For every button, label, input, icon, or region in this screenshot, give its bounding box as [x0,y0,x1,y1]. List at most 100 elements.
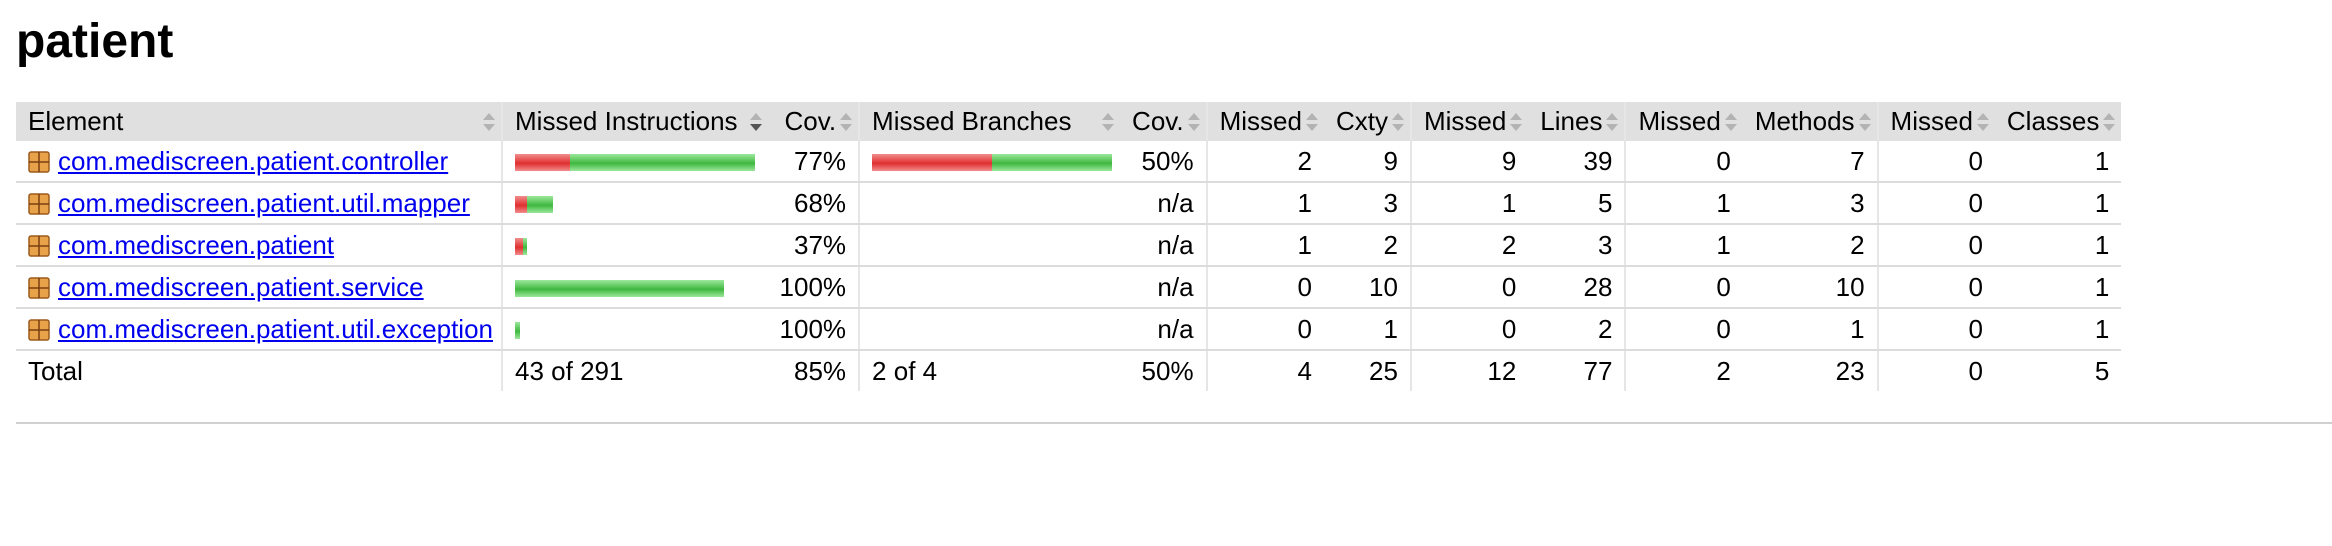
col-header-label: Methods [1754,106,1855,136]
header-row: Element Missed Instructions Cov. Missed … [16,102,2122,141]
col-header-methods[interactable]: Methods [1742,102,1878,141]
col-header-label: Missed [1890,106,1973,136]
table-row: com.mediscreen.patient.util.mapper 68% n/a… [16,182,2122,225]
col-header-missed-instructions[interactable]: Missed Instructions [501,102,768,141]
col-header-classes-missed[interactable]: Missed [1876,102,1995,141]
cxty: 10 [1323,266,1411,309]
instructions-bar-cell [501,308,768,351]
instr-cov: 77% [767,141,860,183]
instr-cov: 100% [767,266,860,309]
package-link[interactable]: com.mediscreen.patient.util.exception [58,313,494,344]
col-header-label: Missed Instructions [515,106,738,136]
package-link[interactable]: com.mediscreen.patient.util.mapper [58,187,470,218]
element-cell: com.mediscreen.patient [16,224,503,267]
instructions-bar-cell [501,182,768,225]
branches-bar-cell [858,141,1121,183]
total-lines: 77 [1583,355,1613,386]
cxty: 1 [1323,308,1411,351]
sort-icon [1976,112,1989,131]
col-header-branch-cov[interactable]: Cov. [1120,102,1207,141]
sort-descending-icon [749,112,762,131]
col-header-cxty-missed[interactable]: Missed [1205,102,1324,141]
lines: 39 [1528,141,1626,183]
instructions-bar-cell [501,266,768,309]
lines-missed: 2 [1409,224,1529,267]
col-header-methods-missed[interactable]: Missed [1624,102,1743,141]
classes: 1 [1994,224,2122,267]
cxty: 3 [1323,182,1411,225]
branch-cov: 50% [1120,141,1207,183]
branches-bar-cell [858,308,1121,351]
page-title: patient [16,15,174,68]
element-cell: com.mediscreen.patient.controller [16,141,503,183]
branches-bar-cell [858,182,1121,225]
col-header-instr-cov[interactable]: Cov. [767,102,860,141]
lines-missed: 0 [1409,308,1529,351]
methods: 3 [1742,182,1878,225]
lines: 5 [1528,182,1626,225]
col-header-element[interactable]: Element [16,102,503,141]
instructions-bar-cell [501,224,768,267]
instructions-missed-bar [515,154,571,172]
col-header-label: Cxty [1335,106,1388,136]
sort-icon [2103,112,2116,131]
sort-icon [1858,112,1871,131]
col-header-label: Missed [1423,106,1507,136]
total-label: Total [28,355,83,386]
methods: 1 [1742,308,1878,351]
col-header-lines-missed[interactable]: Missed [1409,102,1529,141]
sort-icon [1305,112,1318,131]
col-header-label: Lines [1540,106,1603,136]
col-header-lines[interactable]: Lines [1528,102,1626,141]
element-cell: com.mediscreen.patient.util.mapper [16,182,503,225]
package-link[interactable]: com.mediscreen.patient.controller [58,145,449,176]
methods: 7 [1742,141,1878,183]
package-icon [28,191,50,215]
classes-missed: 0 [1876,141,1995,183]
branches-covered-bar [992,154,1113,172]
col-header-classes[interactable]: Classes [1994,102,2122,141]
total-missed-branches: 2 of 4 [858,350,1121,391]
cxty-missed: 2 [1205,141,1324,183]
cxty-missed: 1 [1205,182,1324,225]
total-methods: 23 [1835,355,1865,386]
table-row: com.mediscreen.patient.util.exception 100… [16,308,2122,351]
sort-icon [1102,112,1115,131]
package-link[interactable]: com.mediscreen.patient.service [58,271,424,302]
lines: 3 [1528,224,1626,267]
sort-icon [1724,112,1737,131]
col-header-label: Element [28,106,124,136]
branch-cov: n/a [1120,266,1207,309]
methods-missed: 0 [1624,141,1743,183]
methods-missed: 0 [1624,266,1743,309]
methods-missed: 1 [1624,224,1743,267]
instructions-bar-cell [501,141,768,183]
lines-missed: 9 [1409,141,1529,183]
branches-missed-bar [872,154,993,172]
sort-icon [483,112,496,131]
package-icon [28,233,50,257]
branches-bar-cell [858,224,1121,267]
col-header-missed-branches[interactable]: Missed Branches [858,102,1121,141]
col-header-label: Cov. [1132,106,1184,136]
table-row: com.mediscreen.patient 37% n/a 1 2 2 3 1 2 0 1 [16,224,2122,267]
table-row: com.mediscreen.patient.controller 77% 50% 2… [16,141,2122,183]
element-cell: com.mediscreen.patient.util.exception [16,308,503,351]
col-header-cxty[interactable]: Cxty [1323,102,1411,141]
instructions-covered-bar [515,280,725,298]
lines: 28 [1528,266,1626,309]
table-row: com.mediscreen.patient.service 100% n/a 0 10… [16,266,2122,309]
package-icon [28,317,50,341]
lines: 2 [1528,308,1626,351]
classes-missed: 0 [1876,308,1995,351]
total-lines-missed: 12 [1409,350,1529,391]
classes: 1 [1994,182,2122,225]
col-header-label: Missed [1219,106,1302,136]
total-classes-missed: 0 [1876,350,1995,391]
instructions-covered-bar [570,154,756,172]
lines-missed: 1 [1409,182,1529,225]
package-icon [28,149,50,173]
package-link[interactable]: com.mediscreen.patient [58,229,335,260]
cxty-missed: 0 [1205,266,1324,309]
total-branch-cov: 50% [1141,355,1194,386]
